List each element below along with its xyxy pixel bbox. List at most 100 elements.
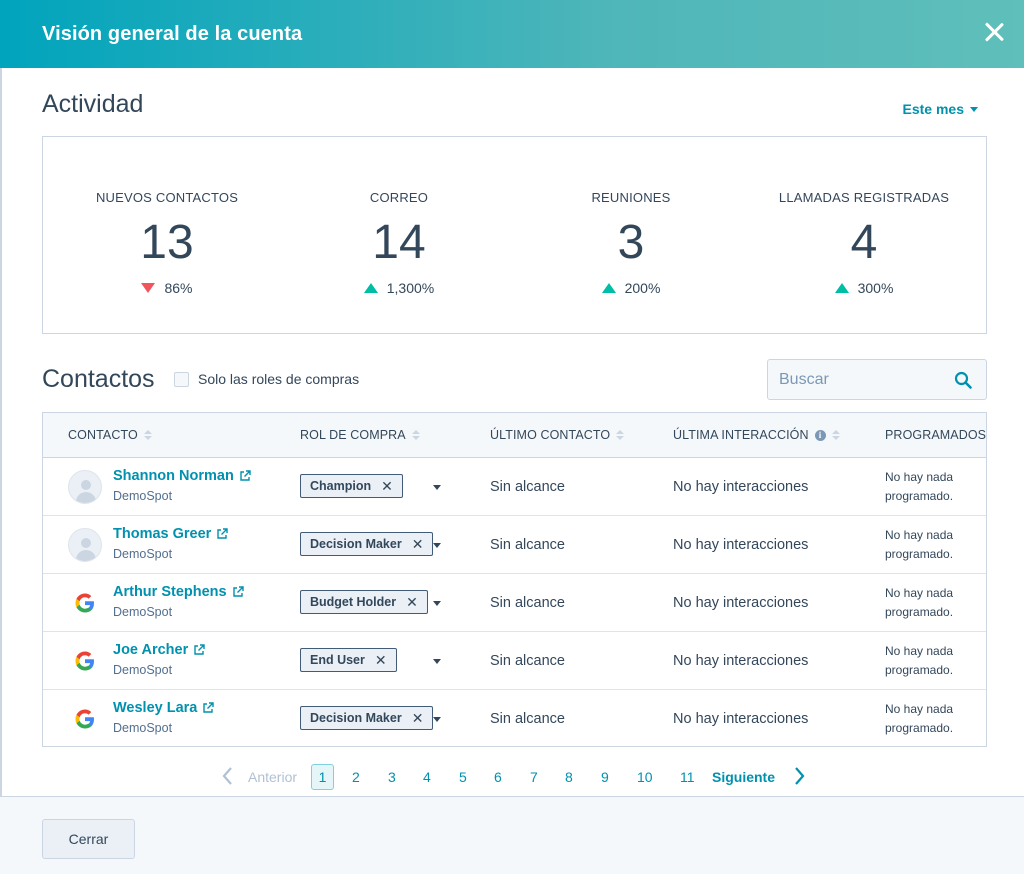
- search-icon[interactable]: [954, 371, 972, 389]
- role-label: End User: [310, 653, 365, 667]
- scheduled-cell: No hay nada programado.: [885, 644, 954, 677]
- table-row: Wesley Lara DemoSpot Decision Maker ✕ Si…: [43, 690, 986, 746]
- external-link-icon: [217, 528, 229, 539]
- role-label: Champion: [310, 479, 372, 493]
- col-scheduled[interactable]: PROGRAMADOS: [885, 428, 986, 442]
- chevron-left-icon[interactable]: [221, 766, 233, 786]
- col-buying-role[interactable]: ROL DE COMPRA: [300, 428, 420, 442]
- contact-name-link[interactable]: Wesley Lara: [113, 700, 215, 716]
- contact-name-link[interactable]: Shannon Norman: [113, 468, 251, 484]
- period-label: Este mes: [902, 101, 964, 117]
- col-last-contact[interactable]: ÚLTIMO CONTACTO: [490, 428, 625, 442]
- page-button[interactable]: 7: [530, 769, 538, 785]
- stat-email: CORREO 14 1,300%: [281, 137, 517, 335]
- page-button[interactable]: 5: [459, 769, 467, 785]
- table-row: Joe Archer DemoSpot End User ✕ Sin alcan…: [43, 632, 986, 690]
- remove-tag-icon[interactable]: ✕: [406, 593, 418, 610]
- page-button[interactable]: 10: [637, 769, 653, 785]
- buying-role-tag: Decision Maker ✕: [300, 532, 434, 556]
- last-interaction-cell: No hay interacciones: [673, 537, 809, 553]
- external-link-icon: [203, 702, 215, 713]
- google-icon: [68, 702, 102, 736]
- stat-change: 300%: [746, 280, 982, 296]
- col-label: CONTACTO: [68, 428, 138, 442]
- col-contact[interactable]: CONTACTO: [68, 428, 152, 442]
- chevron-right-icon[interactable]: [794, 766, 806, 786]
- page-button[interactable]: 6: [494, 769, 502, 785]
- buying-role-tag: Champion ✕: [300, 474, 403, 498]
- stat-change: 86%: [49, 280, 285, 296]
- role-dropdown-caret-icon[interactable]: [433, 659, 441, 664]
- table-row: Thomas Greer DemoSpot Decision Maker ✕ S…: [43, 516, 986, 574]
- role-dropdown-caret-icon[interactable]: [433, 543, 441, 548]
- stat-change-value: 1,300%: [386, 280, 435, 296]
- contact-name: Wesley Lara: [113, 700, 198, 716]
- remove-tag-icon[interactable]: ✕: [374, 651, 387, 668]
- page-button[interactable]: 4: [423, 769, 431, 785]
- stat-label: NUEVOS CONTACTOS: [95, 190, 239, 205]
- trend-down-icon: [141, 283, 156, 293]
- last-contact-cell: Sin alcance: [490, 653, 565, 669]
- stat-label: REUNIONES: [591, 190, 671, 205]
- buying-role-tag: Decision Maker ✕: [300, 706, 434, 730]
- contact-name-link[interactable]: Arthur Stephens: [113, 584, 244, 600]
- table-header: CONTACTO ROL DE COMPRA ÚLTIMO CONTACTO Ú…: [43, 413, 986, 458]
- external-link-icon: [232, 586, 244, 597]
- contact-company: DemoSpot: [113, 721, 173, 735]
- avatar: [68, 528, 102, 562]
- avatar: [68, 470, 102, 504]
- stat-value: 14: [372, 216, 426, 269]
- contact-name-link[interactable]: Joe Archer: [113, 642, 205, 658]
- trend-up-icon: [601, 283, 616, 293]
- col-last-interaction[interactable]: ÚLTIMA INTERACCIÓN i: [673, 428, 840, 442]
- stat-value: 13: [140, 216, 194, 269]
- last-contact-cell: Sin alcance: [490, 595, 565, 611]
- page-button-current[interactable]: 1: [311, 764, 334, 790]
- page-button[interactable]: 11: [680, 769, 695, 785]
- col-label: ÚLTIMA INTERACCIÓN: [673, 428, 809, 442]
- buying-role-tag: Budget Holder ✕: [300, 590, 428, 614]
- contacts-title: Contactos: [42, 365, 155, 393]
- stat-change: 1,300%: [281, 280, 517, 296]
- role-dropdown-caret-icon[interactable]: [433, 717, 441, 722]
- period-dropdown[interactable]: Este mes: [903, 101, 978, 117]
- pagination: Anterior 1 2 3 4 5 6 7 8 9 10 11 Siguien…: [0, 764, 1024, 790]
- role-dropdown-caret-icon[interactable]: [433, 601, 441, 606]
- scheduled-cell: No hay nada programado.: [885, 702, 954, 735]
- last-interaction-cell: No hay interacciones: [673, 711, 809, 727]
- close-button[interactable]: Cerrar: [42, 819, 135, 859]
- role-dropdown-caret-icon[interactable]: [433, 485, 441, 490]
- page-button[interactable]: 9: [601, 769, 609, 785]
- search-input[interactable]: [768, 360, 948, 399]
- caret-down-icon: [970, 106, 978, 112]
- next-page-button[interactable]: Siguiente: [712, 769, 776, 785]
- info-icon[interactable]: i: [814, 429, 826, 441]
- page-button[interactable]: 3: [388, 769, 396, 785]
- last-contact-cell: Sin alcance: [490, 479, 565, 495]
- activity-title: Actividad: [42, 90, 144, 118]
- last-contact-cell: Sin alcance: [490, 711, 565, 727]
- stat-change-value: 300%: [857, 280, 894, 296]
- google-icon: [68, 586, 102, 620]
- last-interaction-cell: No hay interacciones: [673, 653, 809, 669]
- remove-tag-icon[interactable]: ✕: [411, 709, 424, 726]
- col-label: PROGRAMADOS: [885, 428, 987, 442]
- contact-name: Joe Archer: [113, 642, 189, 658]
- sort-icon: [831, 430, 840, 440]
- page-button[interactable]: 8: [565, 769, 573, 785]
- remove-tag-icon[interactable]: ✕: [381, 477, 393, 494]
- col-label: ROL DE COMPRA: [300, 428, 406, 442]
- table-row: Shannon Norman DemoSpot Champion ✕ Sin a…: [43, 458, 986, 516]
- remove-tag-icon[interactable]: ✕: [411, 535, 424, 552]
- page-button[interactable]: 2: [352, 769, 360, 785]
- contact-name: Arthur Stephens: [113, 584, 227, 600]
- role-label: Decision Maker: [310, 711, 402, 725]
- buying-roles-checkbox[interactable]: [174, 371, 189, 387]
- prev-page-button[interactable]: Anterior: [248, 769, 298, 785]
- contact-name-link[interactable]: Thomas Greer: [113, 526, 229, 542]
- trend-up-icon: [363, 283, 378, 293]
- stat-change: 200%: [513, 280, 749, 296]
- external-link-icon: [194, 644, 205, 655]
- close-icon[interactable]: [982, 20, 1006, 44]
- contact-company: DemoSpot: [113, 547, 173, 561]
